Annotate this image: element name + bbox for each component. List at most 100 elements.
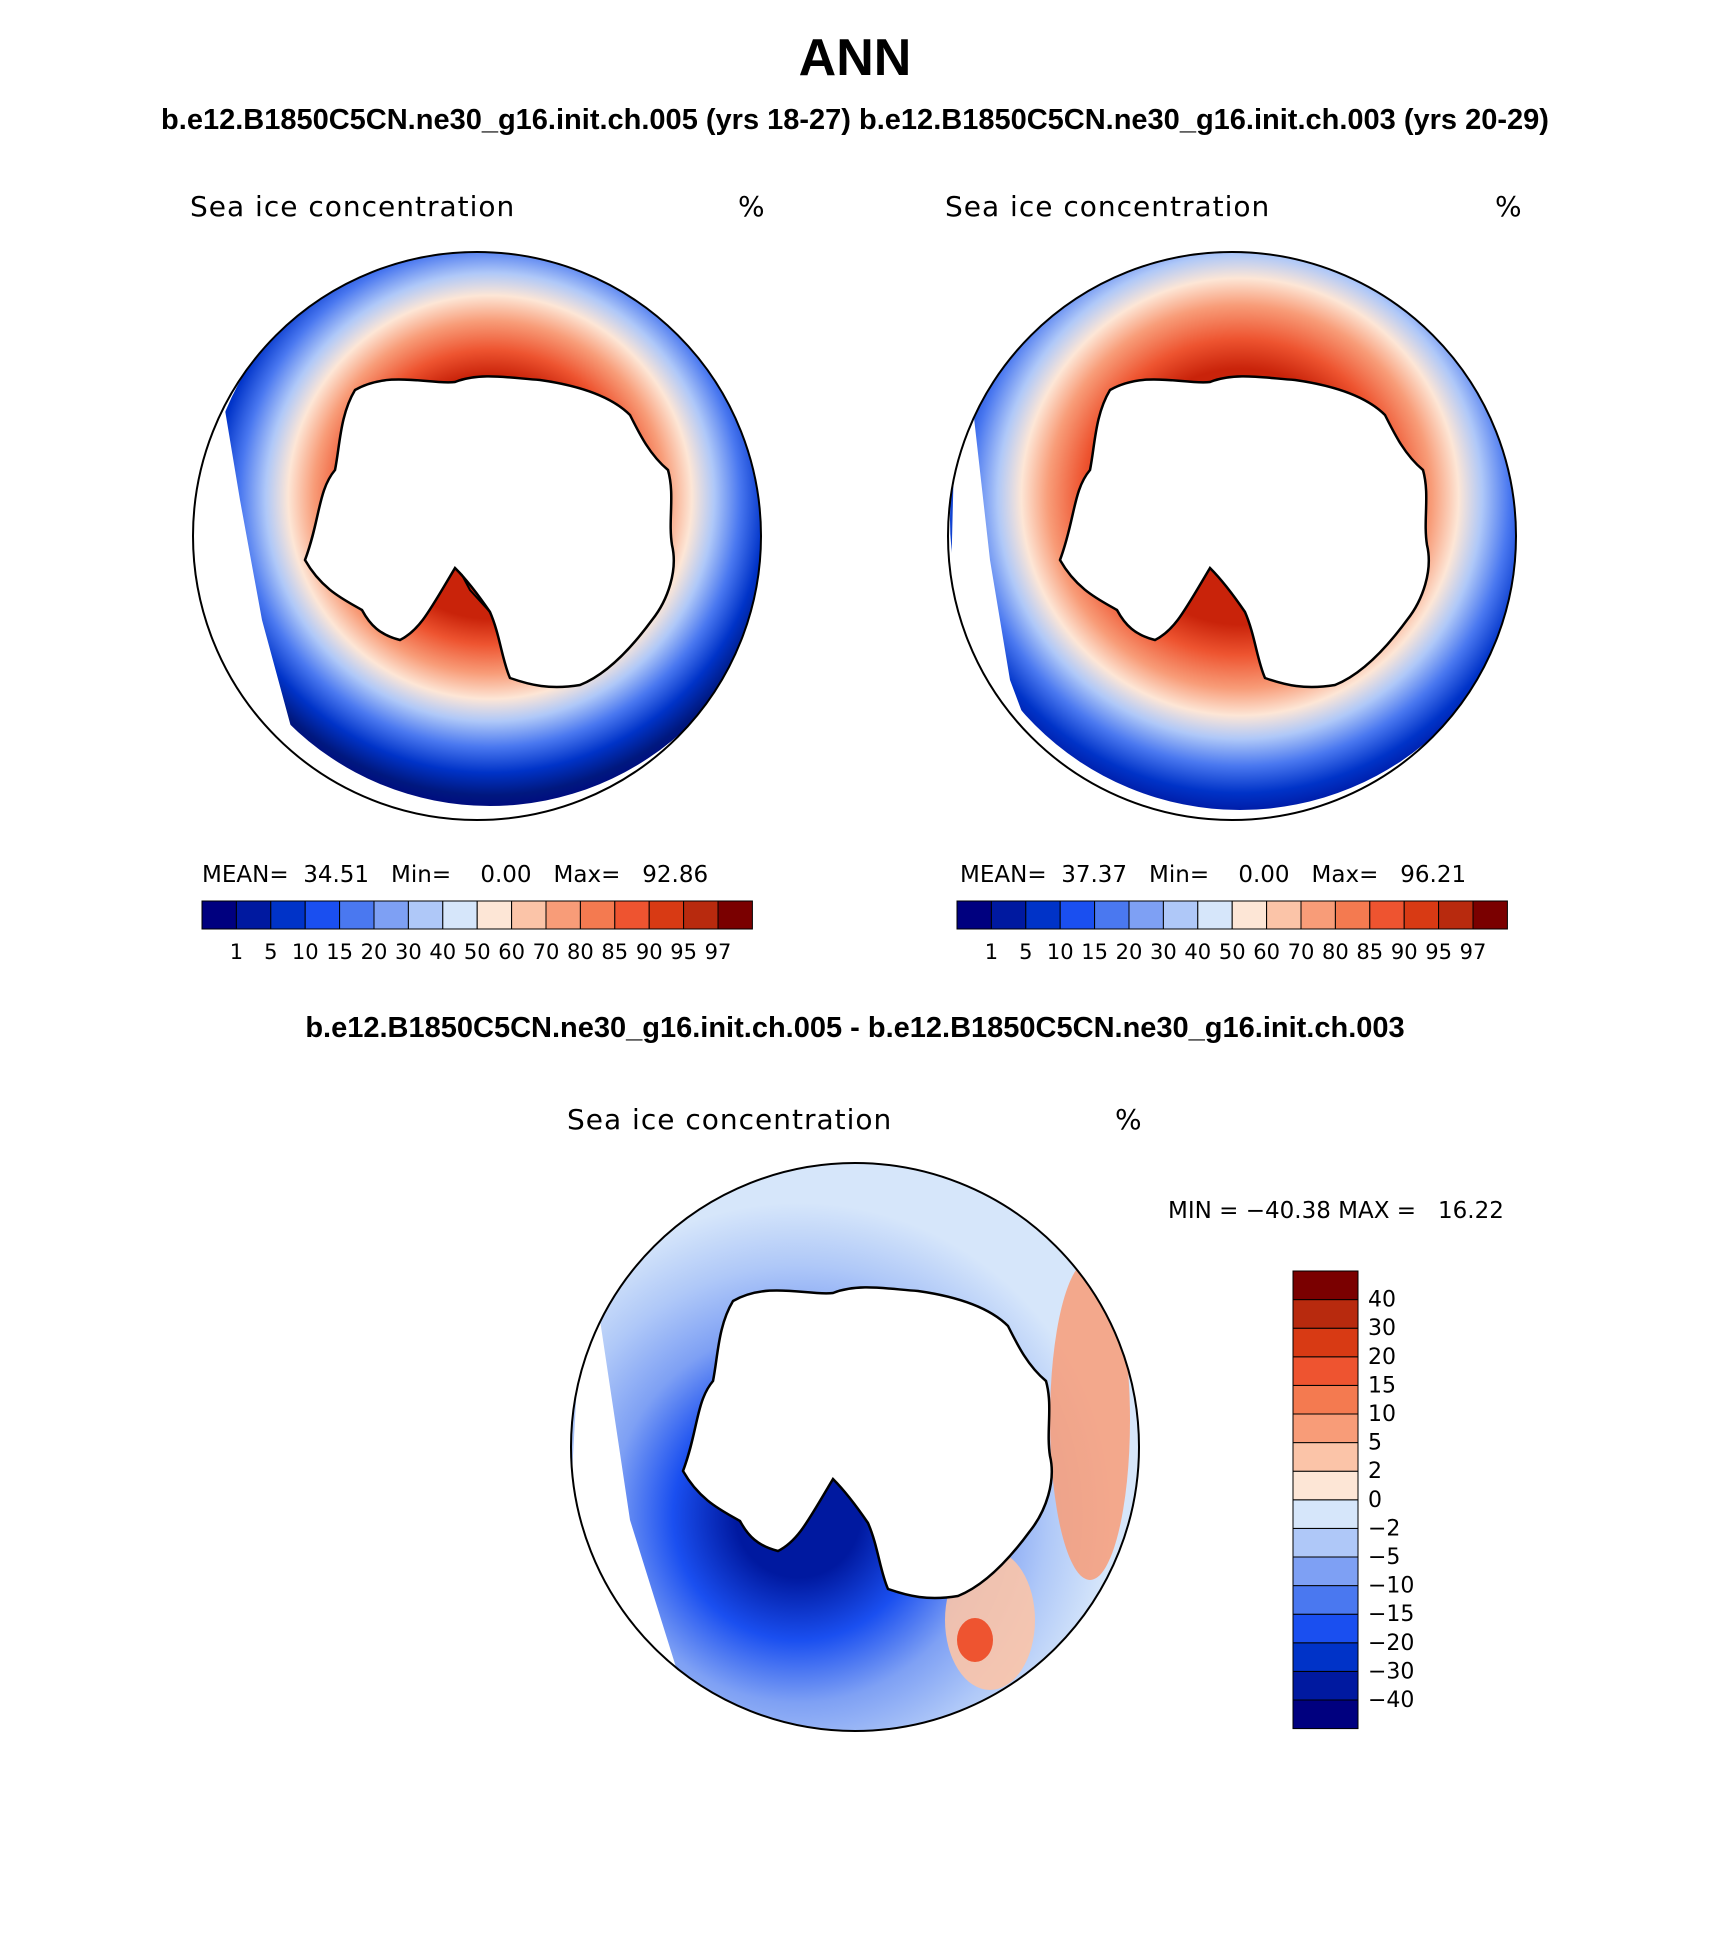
panel1-colorbar-swatch [304, 900, 341, 930]
panel1-colorbar-tick-label: 10 [292, 940, 319, 964]
difference-colorbar-swatch [1292, 1556, 1359, 1587]
difference-title: b.e12.B1850C5CN.ne30_g16.init.ch.005 - b… [305, 1012, 1405, 1044]
difference-map [570, 1162, 1140, 1732]
main-title: ANN [798, 29, 912, 87]
panel2-colorbar-tick-label: 85 [1356, 940, 1383, 964]
difference-colorbar-swatch [1292, 1413, 1359, 1444]
panel1-max: 92.86 [642, 862, 709, 888]
difference-colorbar-swatch [1292, 1585, 1359, 1615]
panel1-stats: MEAN= 34.51 Min= 0.00 Max= 92.86 [202, 862, 708, 888]
panel2-colorbar-swatch [1162, 900, 1199, 930]
panel1-min: 0.00 [480, 862, 532, 888]
panel1-colorbar-tick-label: 5 [264, 940, 277, 964]
panel2-min-label: Min= [1149, 862, 1210, 888]
panel2-map [947, 251, 1517, 821]
panel2-colorbar-tick-label: 60 [1253, 940, 1280, 964]
panel1-colorbar-tick-label: 50 [464, 940, 491, 964]
panel1-variable: Sea ice concentration [190, 190, 516, 223]
difference-colorbar-swatch [1292, 1270, 1359, 1301]
panel2-colorbar-tick-label: 70 [1288, 940, 1315, 964]
panel1-map [192, 251, 762, 821]
panel1-colorbar-swatch [545, 900, 581, 930]
panel2-mean-label: MEAN= [960, 862, 1047, 888]
panel2-colorbar-swatch [1266, 900, 1302, 930]
panel2-colorbar-swatch [1438, 900, 1474, 930]
panel1-colorbar-swatch [407, 900, 444, 930]
panel2-colorbar-swatch [990, 900, 1027, 930]
panel1-max-label: Max= [553, 862, 621, 888]
panel1-colorbar-swatch [339, 900, 375, 930]
panel2-variable: Sea ice concentration [945, 190, 1271, 223]
difference-colorbar-tick-label: −15 [1368, 1602, 1414, 1627]
panel2-colorbar-swatch [1403, 900, 1440, 930]
panel2-colorbar: 1 5 10 15 20 30 40 50 60 70 80 85 90 95 97 [956, 900, 1508, 964]
panel2-mean: 37.37 [1061, 862, 1128, 888]
difference-colorbar-swatch [1292, 1527, 1359, 1558]
panel1-colorbar-swatch [476, 900, 513, 930]
panel1-colorbar-tick-label: 40 [429, 940, 456, 964]
panel1-mean: 34.51 [303, 862, 370, 888]
panel2-max-label: Max= [1311, 862, 1379, 888]
panel2-colorbar-tick-label: 10 [1047, 940, 1074, 964]
panel1-colorbar-tick-label: 95 [670, 940, 697, 964]
diff-minmax: MIN = −40.38 MAX = 16.22 [1168, 1198, 1504, 1224]
panel2-colorbar-tick-label: 40 [1184, 940, 1211, 964]
panel2-colorbar-tick-label: 80 [1322, 940, 1349, 964]
panel2-colorbar-swatch [1059, 900, 1096, 930]
panel2-units: % [1495, 190, 1523, 223]
panel1-colorbar: 1 5 10 15 20 30 40 50 60 70 80 85 90 95 97 [201, 900, 753, 964]
difference-colorbar-tick-label: −10 [1368, 1574, 1414, 1599]
panel1-colorbar-tick-label: 15 [326, 940, 353, 964]
panel2-colorbar-tick-label: 5 [1019, 940, 1032, 964]
panel1-colorbar-swatch [683, 900, 719, 930]
panel2-colorbar-tick-label: 97 [1460, 940, 1487, 964]
panel2-colorbar-swatch [1025, 900, 1061, 930]
panel1-colorbar-swatch [717, 900, 753, 930]
diff-units: % [1115, 1103, 1143, 1136]
panel1-colorbar-swatch [511, 900, 547, 930]
panel2-colorbar-swatch [1334, 900, 1371, 930]
panel1-colorbar-tick-label: 97 [705, 940, 732, 964]
panel2-min: 0.00 [1238, 862, 1290, 888]
panel2-colorbar-swatch [1369, 900, 1405, 930]
panel2-colorbar-swatch [1128, 900, 1164, 930]
panel1-min-label: Min= [391, 862, 452, 888]
difference-colorbar-swatch [1292, 1670, 1359, 1701]
panel2-colorbar-swatch [956, 900, 992, 930]
panel1-colorbar-tick-label: 60 [498, 940, 525, 964]
panel2-colorbar-swatch [1231, 900, 1268, 930]
panel1-colorbar-swatch [442, 900, 478, 930]
difference-colorbar-swatch [1292, 1642, 1359, 1672]
panel1-colorbar-tick-label: 70 [533, 940, 560, 964]
panel1-colorbar-tick-label: 90 [636, 940, 663, 964]
panel2-colorbar-tick-label: 15 [1081, 940, 1108, 964]
panel1-colorbar-swatch [579, 900, 616, 930]
difference-colorbar-tick-label: 30 [1368, 1316, 1396, 1341]
difference-colorbar-tick-label: 40 [1368, 1288, 1396, 1313]
difference-colorbar-swatch [1292, 1613, 1359, 1644]
panel2-colorbar-swatch [1094, 900, 1130, 930]
panel1-colorbar-tick-label: 80 [567, 940, 594, 964]
panel1-colorbar-tick-label: 30 [395, 940, 422, 964]
difference-colorbar-tick-label: −20 [1368, 1631, 1414, 1656]
difference-colorbar-swatch [1292, 1356, 1359, 1386]
difference-colorbar-swatch [1292, 1470, 1359, 1501]
difference-colorbar-tick-label: 5 [1368, 1431, 1382, 1456]
difference-colorbar-tick-label: −5 [1368, 1545, 1400, 1570]
panel1-colorbar-swatch [201, 900, 237, 930]
difference-colorbar-tick-label: −2 [1368, 1516, 1400, 1541]
difference-colorbar-swatch [1292, 1699, 1359, 1730]
panel1-colorbar-tick-label: 20 [361, 940, 388, 964]
panel2-colorbar-tick-label: 50 [1219, 940, 1246, 964]
panel2-colorbar-swatch [1300, 900, 1336, 930]
panel2-colorbar-swatch [1472, 900, 1508, 930]
diff-variable: Sea ice concentration [567, 1103, 893, 1136]
difference-colorbar-tick-label: −40 [1368, 1688, 1414, 1713]
difference-colorbar-swatch [1292, 1442, 1359, 1472]
panel2-colorbar-tick-label: 20 [1116, 940, 1143, 964]
panel2-colorbar-tick-label: 90 [1391, 940, 1418, 964]
difference-colorbar-tick-label: 2 [1368, 1459, 1382, 1484]
difference-colorbar-tick-label: 15 [1368, 1373, 1396, 1398]
panel1-colorbar-swatch [614, 900, 650, 930]
